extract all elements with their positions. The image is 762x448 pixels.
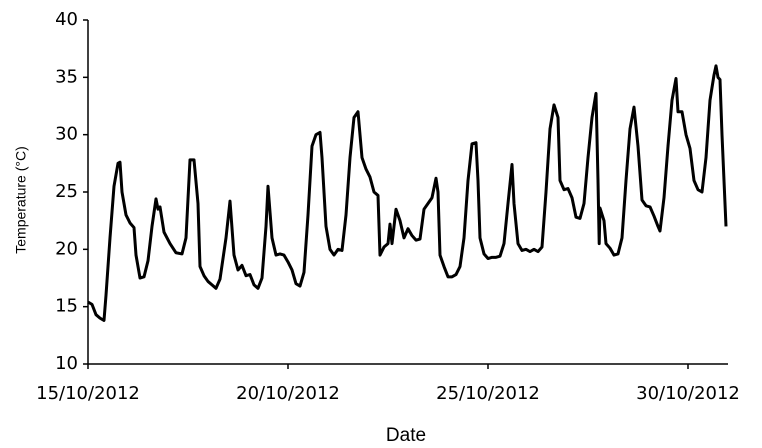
y-tick-label: 25 (55, 181, 78, 202)
y-tick-label: 30 (55, 124, 78, 145)
x-tick-label: 30/10/2012 (636, 383, 740, 404)
x-axis-label: Date (386, 425, 426, 446)
y-tick-label: 20 (55, 238, 78, 259)
data-line (87, 64, 728, 322)
y-tick-label: 40 (55, 9, 78, 30)
x-tick-label: 25/10/2012 (436, 383, 540, 404)
x-tick-label: 20/10/2012 (236, 383, 340, 404)
y-axis-label: Temperature (°C) (13, 146, 29, 254)
y-tick-label: 10 (55, 353, 78, 374)
y-tick-label: 15 (55, 296, 78, 317)
x-tick-label: 15/10/2012 (36, 383, 140, 404)
y-tick-label: 35 (55, 66, 78, 87)
